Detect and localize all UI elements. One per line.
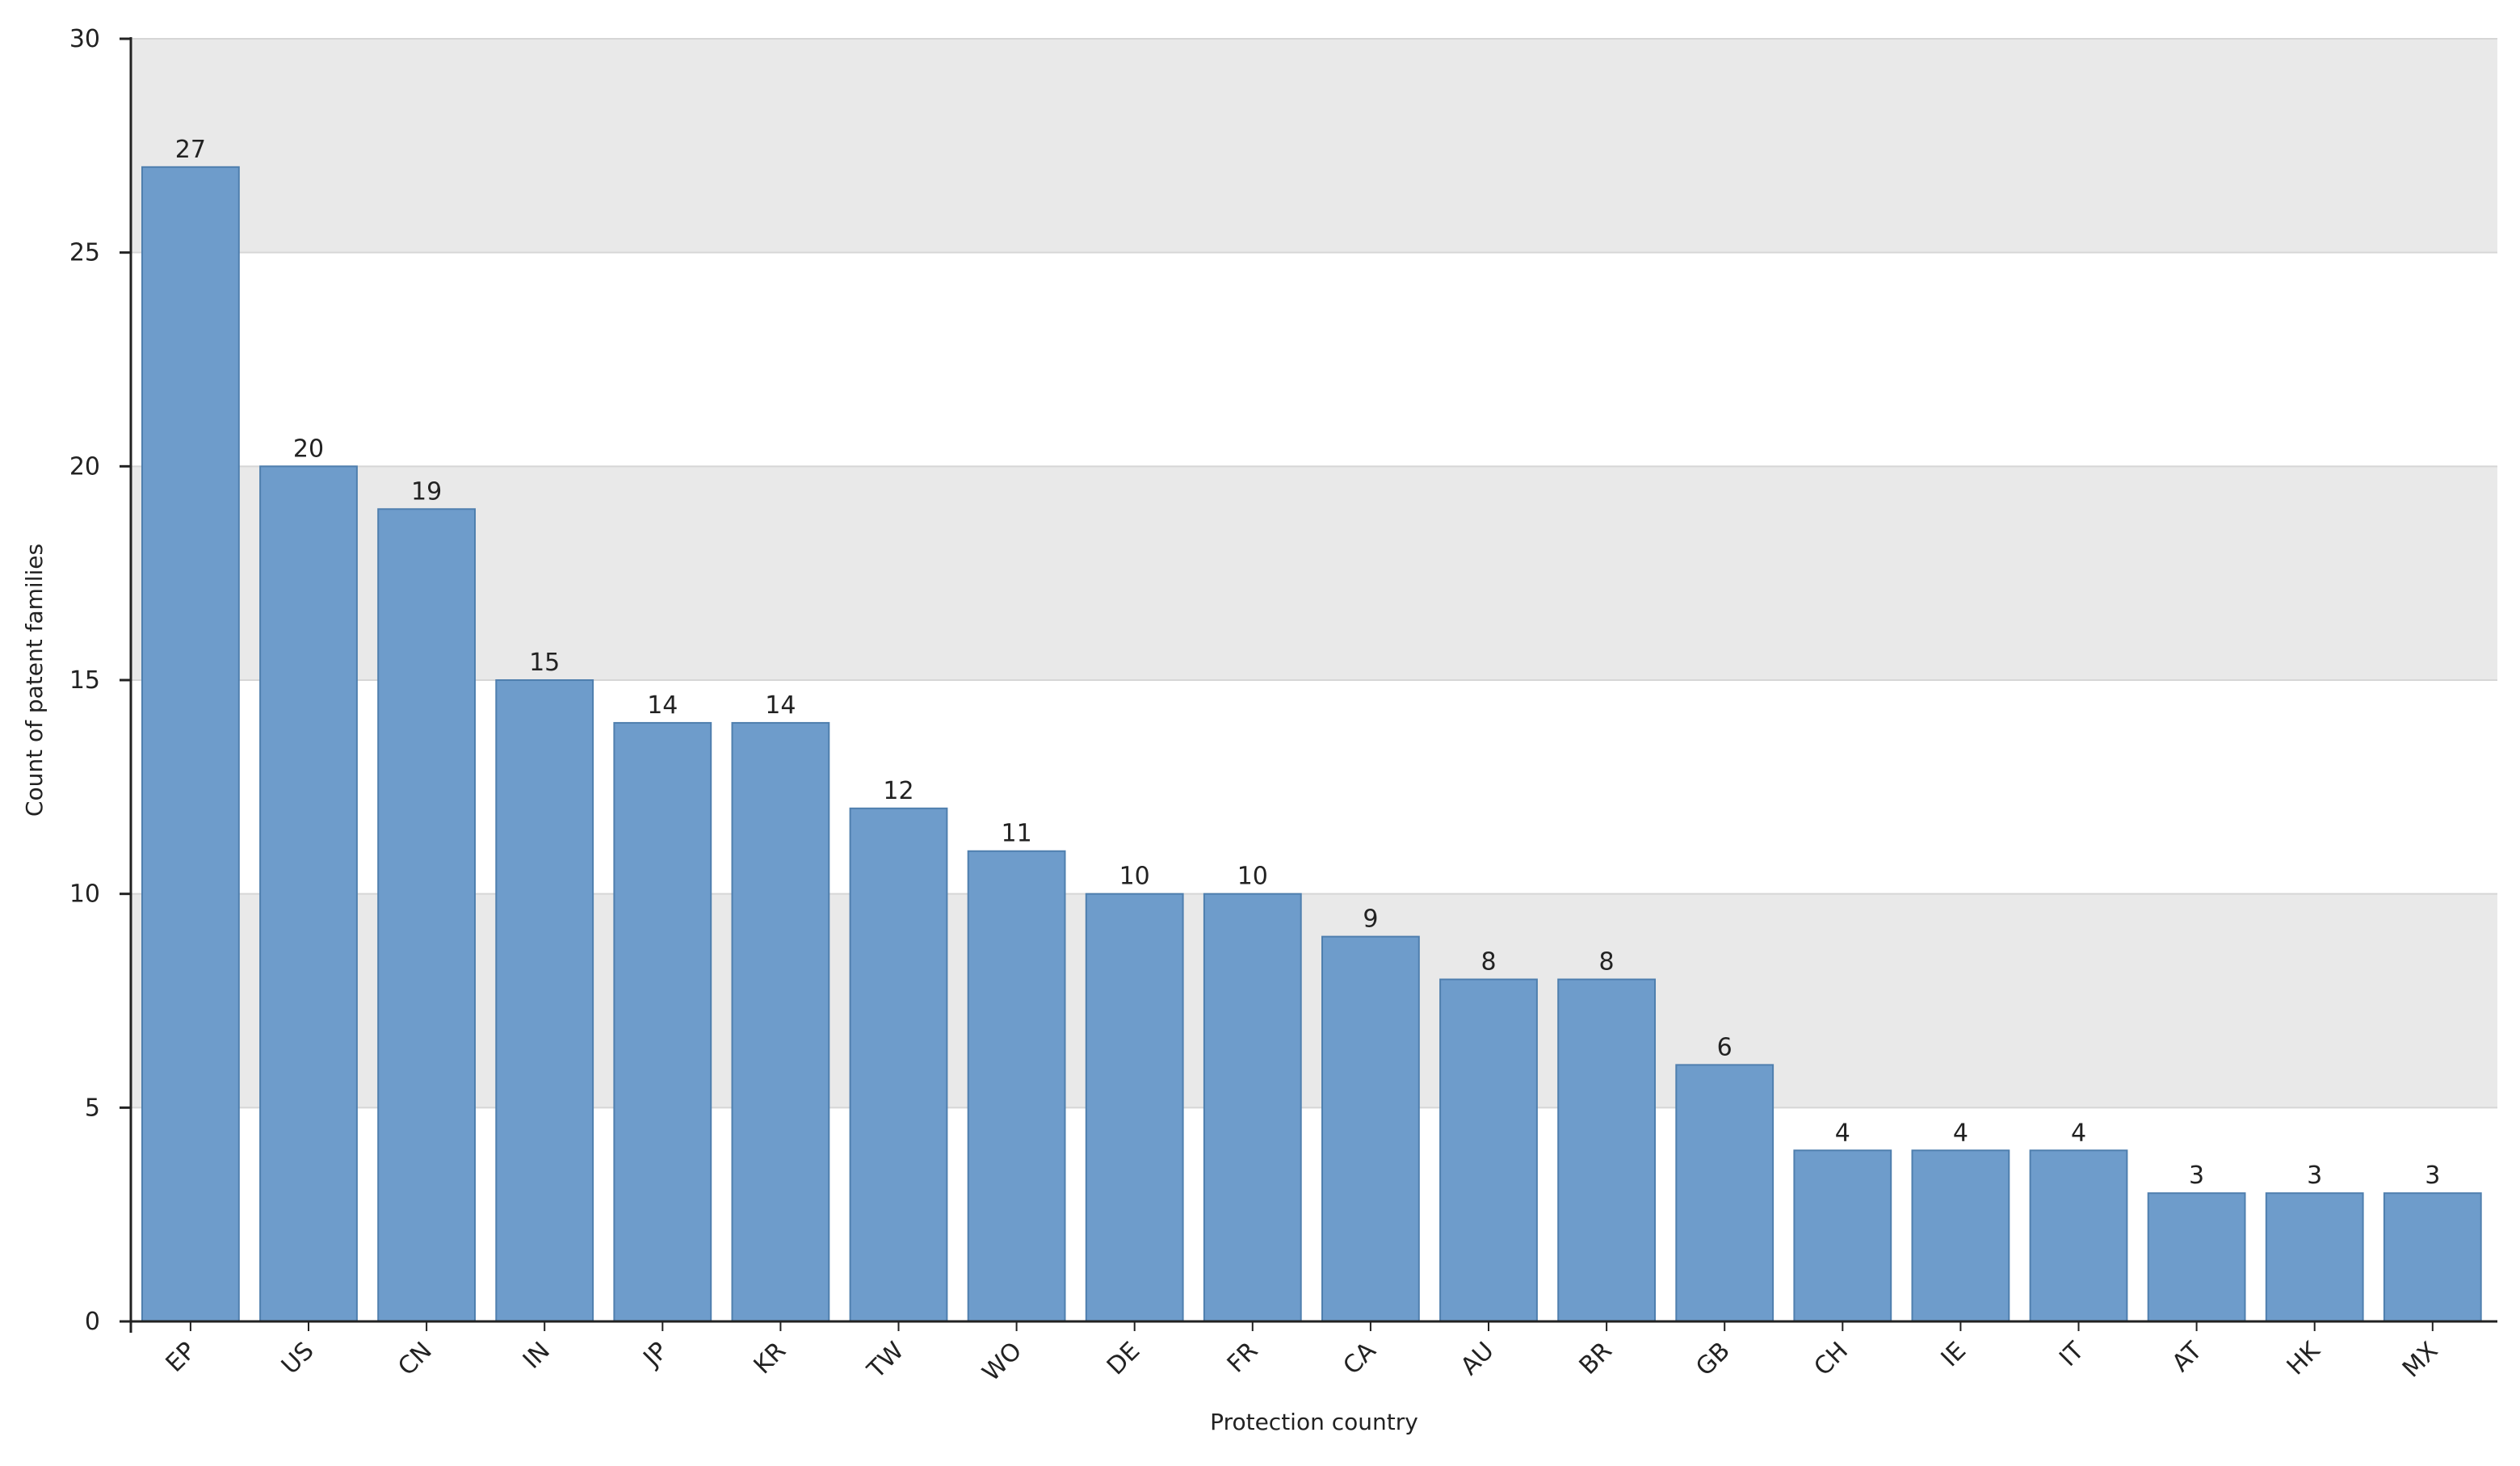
data-label: 6	[1717, 1033, 1732, 1061]
bar-tw	[849, 807, 948, 1322]
x-tick-label: GB	[1690, 1337, 1736, 1382]
x-tick-label: BR	[1574, 1337, 1618, 1380]
x-tick-label: CA	[1338, 1337, 1381, 1380]
y-tick-label: 0	[85, 1308, 100, 1336]
data-label: 4	[1953, 1119, 1968, 1147]
x-axis-title: Protection country	[1210, 1409, 1418, 1435]
bar-cn	[377, 508, 477, 1322]
bar-kr	[731, 721, 830, 1322]
bar-gb	[1675, 1064, 1774, 1323]
bar-at	[2147, 1192, 2246, 1322]
bar-wo	[967, 850, 1066, 1322]
data-label: 4	[2071, 1119, 2086, 1147]
y-tick-label: 25	[69, 239, 100, 267]
grid-bands	[131, 39, 2497, 1108]
y-tick-label: 10	[69, 880, 100, 909]
x-tick-label: TW	[862, 1337, 909, 1384]
data-label: 3	[2425, 1161, 2440, 1190]
x-tick-label: KR	[749, 1337, 792, 1380]
x-tick-label: EP	[161, 1337, 202, 1378]
bar-us	[259, 465, 358, 1322]
data-label: 11	[1002, 820, 1032, 848]
bar-jp	[613, 721, 712, 1322]
bar-br	[1557, 978, 1657, 1322]
data-label: 12	[883, 777, 914, 805]
bar-ca	[1321, 935, 1420, 1322]
bars	[141, 166, 2482, 1323]
data-label: 3	[2189, 1161, 2204, 1190]
y-axis-ticks: 0 5 10 15 20 25 30	[69, 25, 131, 1336]
bar-it	[2029, 1149, 2128, 1323]
data-labels: 27 20 19 15 14 14 12 11 10 10 9 8 8 6 4 4 4 3 3 3	[175, 136, 2441, 1190]
data-label: 19	[411, 477, 442, 506]
x-tick-label: FR	[1222, 1337, 1264, 1379]
bar-de	[1085, 893, 1184, 1322]
y-tick-label: 15	[69, 666, 100, 695]
data-label: 3	[2307, 1161, 2322, 1190]
data-label: 14	[765, 691, 796, 720]
x-tick-label: DE	[1102, 1337, 1145, 1380]
x-tick-label: IE	[1936, 1337, 1972, 1372]
bar-au	[1439, 978, 1538, 1322]
data-label: 8	[1480, 948, 1496, 977]
data-label: 10	[1237, 863, 1268, 891]
bar-ep	[141, 166, 240, 1322]
x-tick-label: CH	[1808, 1337, 1854, 1382]
data-label: 14	[647, 691, 678, 720]
x-tick-label: US	[276, 1337, 320, 1380]
x-tick-label: AT	[2167, 1336, 2208, 1377]
x-tick-label: CN	[393, 1337, 437, 1381]
y-tick-label: 30	[69, 25, 100, 53]
x-tick-label: IT	[2054, 1336, 2090, 1371]
data-label: 8	[1599, 948, 1615, 977]
data-label: 4	[1835, 1119, 1850, 1147]
bar-ch	[1793, 1149, 1892, 1323]
x-tick-label: AU	[1455, 1337, 1500, 1381]
bar-in	[495, 679, 594, 1322]
data-label: 9	[1363, 905, 1378, 934]
grid-band	[131, 466, 2497, 680]
y-tick-label: 5	[85, 1094, 100, 1122]
x-tick-label: WO	[977, 1337, 1027, 1387]
bar-ie	[1911, 1149, 2010, 1323]
bar-mx	[2383, 1192, 2482, 1322]
x-tick-label: IN	[518, 1337, 556, 1375]
y-axis-title: Count of patent families	[21, 544, 48, 817]
bar-fr	[1203, 893, 1302, 1322]
y-tick-label: 20	[69, 452, 100, 481]
data-label: 27	[175, 136, 206, 164]
data-label: 10	[1119, 863, 1150, 891]
grid-band	[131, 893, 2497, 1108]
data-label: 15	[529, 649, 560, 677]
x-axis-ticks: EP US CN IN JP KR TW WO DE FR CA AU BR GB CH IE IT AT HK MX	[161, 1321, 2444, 1387]
x-tick-label: HK	[2282, 1336, 2327, 1381]
x-tick-label: MX	[2397, 1337, 2444, 1384]
bar-hk	[2265, 1192, 2364, 1322]
grid-band	[131, 39, 2497, 253]
data-label: 20	[293, 435, 324, 463]
x-tick-label: JP	[637, 1337, 674, 1373]
